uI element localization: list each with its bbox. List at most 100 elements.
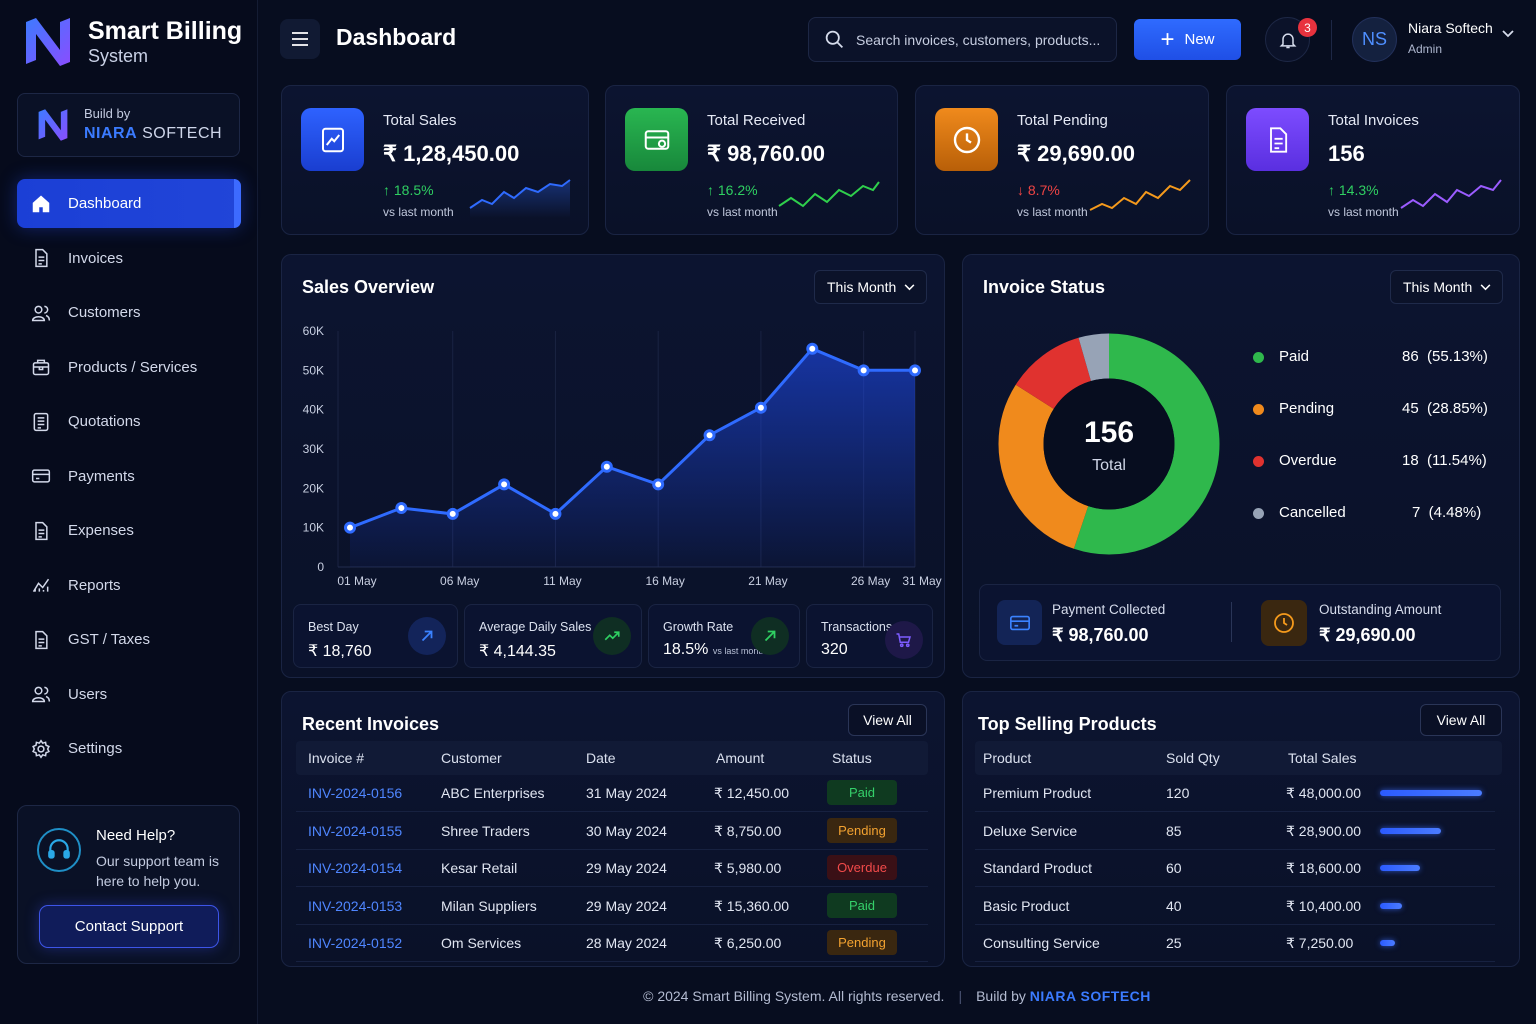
legend-label: Pending: [1279, 400, 1335, 417]
app-logo[interactable]: Smart Billing System: [22, 16, 242, 68]
sidebar-item-label: Expenses: [68, 522, 134, 539]
invoice-id-link[interactable]: INV-2024-0156: [308, 785, 403, 801]
contact-support-button[interactable]: Contact Support: [39, 905, 219, 948]
table-row[interactable]: INV-2024-0152 Om Services 28 May 2024 ₹ 6,2…: [296, 925, 928, 962]
invoice-date: 31 May 2024: [586, 785, 667, 801]
user-name[interactable]: Niara Softech: [1408, 20, 1493, 36]
stat-change: ↑ 14.3%: [1328, 182, 1379, 198]
data-point[interactable]: [806, 342, 819, 355]
column-header[interactable]: Status: [832, 750, 872, 766]
invoice-customer: ABC Enterprises: [441, 785, 545, 801]
footer-brand[interactable]: NIARA SOFTECH: [1029, 988, 1151, 1004]
sidebar-item-quotations[interactable]: Quotations: [17, 397, 241, 446]
donut-slice-cancelled[interactable]: [998, 333, 1220, 555]
product-sales: ₹ 7,250.00: [1286, 935, 1354, 951]
column-header[interactable]: Date: [586, 750, 616, 766]
stat-card-total-sales: Total Sales ₹ 1,28,450.00 ↑ 18.5% vs las…: [281, 85, 589, 235]
sidebar-item-label: Invoices: [68, 249, 124, 267]
table-row[interactable]: Premium Product 120 ₹ 48,000.00: [975, 775, 1495, 812]
donut-slice-pending[interactable]: [998, 333, 1220, 555]
sidebar-item-dashboard[interactable]: Dashboard: [17, 179, 241, 228]
invoice-id-link[interactable]: INV-2024-0152: [308, 935, 403, 951]
menu-toggle-button[interactable]: [280, 19, 320, 59]
card-title: Recent Invoices: [302, 714, 440, 734]
data-point[interactable]: [498, 478, 511, 491]
sidebar-item-products[interactable]: Products / Services: [17, 343, 241, 392]
sidebar-item-users[interactable]: Users: [17, 670, 241, 719]
invoice-id-link[interactable]: INV-2024-0155: [308, 822, 403, 839]
sidebar-item-invoices[interactable]: Invoices: [17, 234, 241, 283]
stat-compare: vs last month: [383, 205, 454, 219]
column-header[interactable]: Invoice #: [308, 750, 365, 766]
sidebar-item-expenses[interactable]: Expenses: [17, 506, 241, 555]
y-tick-label: 0: [317, 560, 324, 574]
data-point[interactable]: [909, 364, 921, 377]
table-row[interactable]: INV-2024-0153 Milan Suppliers 29 May 2024 ₹…: [296, 888, 928, 925]
sidebar-nav: Dashboard Invoices Customers Products / …: [17, 179, 241, 779]
sidebar-item-settings[interactable]: Settings: [17, 724, 241, 773]
list-icon: [33, 412, 49, 431]
card-title: Invoice Status: [983, 277, 1106, 297]
column-header[interactable]: Sold Qty: [1166, 750, 1220, 766]
view-all-invoices-button[interactable]: View All: [848, 704, 927, 736]
period-select[interactable]: This Month: [1390, 270, 1503, 304]
data-point[interactable]: [446, 507, 459, 520]
document-icon: [35, 521, 48, 540]
clock-icon: [935, 108, 998, 171]
table-row[interactable]: Standard Product 60 ₹ 18,600.00: [975, 850, 1495, 887]
table-row[interactable]: INV-2024-0154 Kesar Retail 29 May 2024 ₹ 5,…: [296, 850, 928, 887]
sidebar-item-reports[interactable]: Reports: [17, 561, 241, 610]
column-header[interactable]: Total Sales: [1288, 750, 1357, 766]
search-input[interactable]: Search invoices, customers, products...: [808, 17, 1117, 62]
avatar[interactable]: NS: [1352, 17, 1397, 62]
sales-bar: [1380, 790, 1482, 796]
sidebar-item-gst[interactable]: GST / Taxes: [17, 615, 241, 664]
data-point[interactable]: [600, 460, 613, 473]
data-point[interactable]: [549, 507, 562, 520]
sidebar: Smart Billing System Build by NIARA SOFT…: [0, 0, 258, 1024]
data-point[interactable]: [344, 521, 356, 534]
period-select[interactable]: This Month: [814, 270, 927, 304]
data-point[interactable]: [652, 478, 665, 491]
sales-bar: [1380, 902, 1402, 909]
sidebar-item-customers[interactable]: Customers: [17, 288, 241, 337]
document-icon: [35, 630, 48, 649]
column-header[interactable]: Product: [983, 750, 1032, 766]
x-tick-label: 21 May: [748, 574, 787, 588]
table-row[interactable]: Consulting Service 25 ₹ 7,250.00: [975, 925, 1495, 962]
donut-total: 156: [1083, 416, 1135, 449]
outstanding-value: ₹ 29,690.00: [1319, 625, 1416, 645]
notifications-button[interactable]: [1265, 17, 1310, 62]
invoice-id-link[interactable]: INV-2024-0154: [308, 860, 403, 876]
table-row[interactable]: Basic Product 40 ₹ 10,400.00: [975, 888, 1495, 925]
column-header[interactable]: Amount: [716, 750, 765, 766]
summary-divider: [1231, 602, 1232, 642]
sidebar-item-label: Customers: [68, 304, 141, 321]
table-row[interactable]: Deluxe Service 85 ₹ 28,900.00: [975, 813, 1495, 850]
sidebar-item-label: Reports: [68, 576, 121, 594]
data-point[interactable]: [857, 364, 870, 377]
growth-value: 18.5%: [663, 641, 709, 658]
series-area: [350, 348, 915, 567]
column-header[interactable]: Customer: [441, 750, 502, 766]
product-name: Consulting Service: [983, 935, 1100, 951]
sidebar-item-payments[interactable]: Payments: [17, 452, 241, 501]
chevron-down-icon[interactable]: [1502, 30, 1514, 38]
invoice-id-link[interactable]: INV-2024-0153: [308, 897, 403, 914]
chart-file-icon: [301, 108, 364, 171]
view-all-products-button[interactable]: View All: [1420, 704, 1502, 736]
data-point[interactable]: [754, 401, 767, 414]
product-sales: ₹ 10,400.00: [1286, 897, 1362, 914]
product-qty: 60: [1166, 860, 1182, 876]
product-sales: ₹ 18,600.00: [1286, 860, 1362, 876]
new-button[interactable]: + New: [1134, 19, 1241, 60]
table-row[interactable]: INV-2024-0156 ABC Enterprises 31 May 2024 ₹…: [296, 775, 928, 812]
mini-stat-best-day: Best Day ₹ 18,760: [293, 604, 458, 668]
data-point[interactable]: [703, 429, 716, 442]
table-row[interactable]: INV-2024-0155 Shree Traders 30 May 2024 ₹ 8…: [296, 813, 928, 850]
brand-logo-icon: [38, 109, 68, 141]
headset-icon: [37, 828, 81, 872]
chevron-down-icon: [904, 284, 915, 291]
footer: © 2024 Smart Billing System. All rights …: [258, 988, 1536, 1004]
data-point[interactable]: [395, 502, 408, 514]
